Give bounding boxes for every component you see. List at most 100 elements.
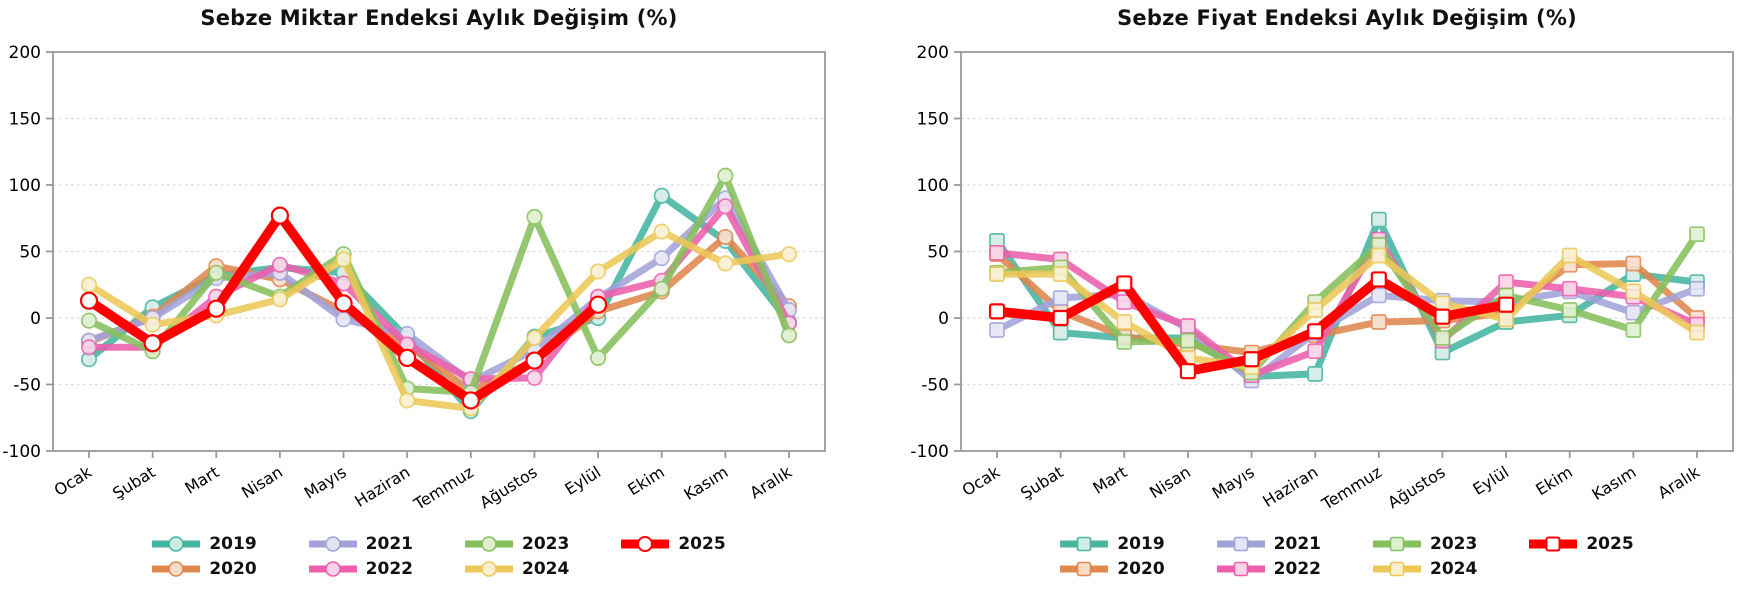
data-point-2025 <box>270 206 290 225</box>
legend-marker-square <box>1233 536 1248 552</box>
y-tick-label: 0 <box>30 309 41 329</box>
x-tick-label: Ocak <box>959 462 1004 500</box>
data-point-2025 <box>1434 308 1451 325</box>
legend-item-2025: 2025 <box>1529 534 1634 554</box>
x-tick-label: Temmuz <box>410 462 477 514</box>
data-point-2023 <box>1434 330 1451 346</box>
data-point-2023 <box>1689 226 1705 243</box>
legend-item-2024: 2024 <box>1373 559 1477 579</box>
legend-marker-circle <box>168 561 185 577</box>
legend-marker-circle <box>481 561 497 577</box>
data-point-2024 <box>1116 314 1133 330</box>
data-point-2020 <box>717 228 734 245</box>
y-tick-label: 0 <box>938 309 949 329</box>
data-point-2023 <box>80 312 98 329</box>
data-point-2025 <box>79 291 99 310</box>
legend-label-2019: 2019 <box>209 534 257 554</box>
series-2025 <box>79 206 608 410</box>
legend-swatch-2024 <box>465 561 513 577</box>
data-point-2025 <box>1243 351 1260 368</box>
series-line-2023 <box>993 230 1701 377</box>
legend-item-2022: 2022 <box>308 559 413 579</box>
legend-marker-square <box>1389 536 1405 552</box>
x-tick-label: Ağustos <box>1384 462 1448 512</box>
legend-marker-square <box>1389 561 1405 577</box>
legend-item-2021: 2021 <box>308 534 413 554</box>
legend-marker-square <box>1545 536 1561 552</box>
legend-item-2025: 2025 <box>621 534 726 554</box>
legend-label-2020: 2020 <box>209 559 257 579</box>
y-tick-label: 50 <box>19 243 41 263</box>
data-point-2024 <box>989 266 1005 282</box>
data-point-2022 <box>1498 274 1514 290</box>
data-point-2025 <box>588 295 608 314</box>
legend-swatch-2022 <box>1216 561 1265 577</box>
data-point-2025 <box>1307 323 1324 340</box>
data-point-2025 <box>398 348 417 367</box>
legend-marker-square <box>1233 561 1248 577</box>
y-tick-label: -50 <box>921 376 949 396</box>
data-point-2019 <box>1307 366 1324 382</box>
legend-label-2019: 2019 <box>1117 534 1165 554</box>
legend-swatch-2020 <box>152 561 201 577</box>
legend-item-2020: 2020 <box>152 559 257 579</box>
legend-swatch-2023 <box>1373 536 1421 552</box>
data-point-2025 <box>1116 275 1133 292</box>
legend-label-2020: 2020 <box>1117 559 1165 579</box>
data-point-2022 <box>717 198 734 215</box>
data-point-2024 <box>717 255 734 272</box>
data-point-2019 <box>1052 324 1069 341</box>
data-point-2024 <box>1498 311 1514 328</box>
price-chart-legend: 2019 2020 2021 2022 2023 2024 2025 <box>961 534 1733 579</box>
series-line-2020 <box>85 233 793 395</box>
legend-item-2023: 2023 <box>1373 534 1477 554</box>
series-line-2023 <box>85 172 793 396</box>
data-point-2025 <box>1370 271 1387 288</box>
data-point-2024 <box>590 263 607 280</box>
data-point-2022 <box>1180 318 1196 334</box>
legend-marker-square <box>1077 561 1092 577</box>
data-point-2025 <box>207 299 226 318</box>
legend-label-2024: 2024 <box>1430 559 1478 579</box>
data-point-2023 <box>717 167 734 184</box>
data-point-2020 <box>1625 255 1642 272</box>
data-point-2023 <box>780 327 798 344</box>
x-tick-label: Ekim <box>624 462 667 499</box>
data-point-2025 <box>1052 309 1069 327</box>
data-point-2024 <box>653 223 670 240</box>
x-tick-label: Şubat <box>1017 462 1067 503</box>
x-tick-label: Haziran <box>351 462 413 511</box>
data-point-2024 <box>1689 324 1705 341</box>
data-point-2021 <box>335 311 352 328</box>
data-point-2024 <box>1052 266 1069 282</box>
legend-label-2022: 2022 <box>1273 559 1321 579</box>
legend-marker-circle <box>168 536 185 552</box>
data-point-2024 <box>1561 247 1578 264</box>
y-tick-label: 150 <box>917 110 949 130</box>
legend-label-2024: 2024 <box>522 559 570 579</box>
legend-swatch-2021 <box>308 536 357 552</box>
data-point-2023 <box>1180 332 1196 349</box>
data-point-2021 <box>653 250 670 267</box>
data-point-2024 <box>399 392 416 409</box>
y-tick-label: -100 <box>2 442 41 462</box>
data-point-2023 <box>1625 322 1642 338</box>
data-point-2023 <box>1116 334 1133 350</box>
y-tick-label: 100 <box>9 176 41 196</box>
x-tick-label: Nisan <box>1146 462 1194 502</box>
y-tick-label: 100 <box>917 176 949 196</box>
legend-label-2021: 2021 <box>1273 534 1321 554</box>
data-point-2019 <box>653 187 670 204</box>
legend-swatch-2022 <box>308 561 357 577</box>
legend-swatch-2024 <box>1373 561 1421 577</box>
y-tick-label: 200 <box>917 43 949 63</box>
data-point-2025 <box>461 391 480 410</box>
data-point-2024 <box>1434 295 1451 312</box>
data-point-2025 <box>334 294 353 313</box>
y-tick-label: -100 <box>910 442 949 462</box>
data-point-2021 <box>1625 304 1642 321</box>
quantity-chart: -100 -50 0 50 100 150 200 Ocak Şubat Mart Nisan May… <box>2 43 826 514</box>
data-point-2023 <box>1561 302 1578 318</box>
series-line-2021 <box>85 194 793 386</box>
